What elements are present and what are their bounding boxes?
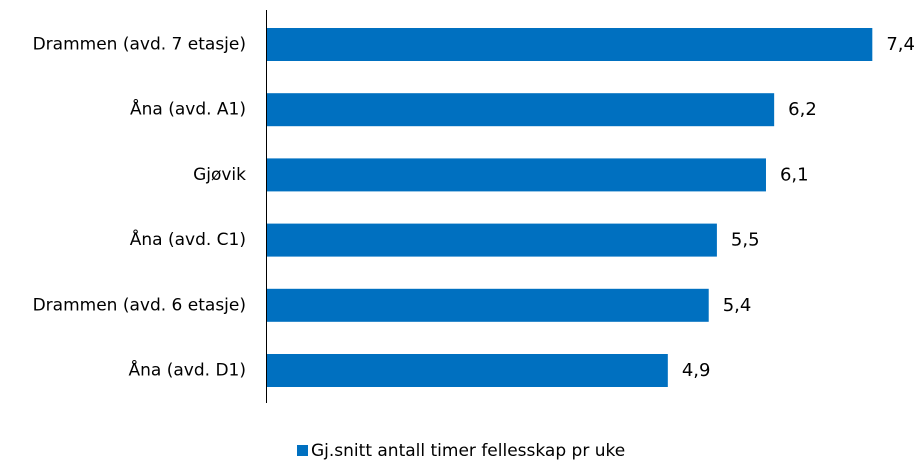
bar-0 <box>267 28 873 61</box>
value-label-4: 5,4 <box>723 295 752 316</box>
bars-group <box>267 28 873 387</box>
value-label-0: 7,4 <box>886 34 915 55</box>
category-label-5: Åna (avd. D1) <box>129 359 246 381</box>
bar-5 <box>267 354 668 387</box>
legend-label: Gj.snitt antall timer fellesskap pr uke <box>311 440 626 461</box>
category-label-4: Drammen (avd. 6 etasje) <box>33 295 246 315</box>
category-label-1: Åna (avd. A1) <box>130 98 246 120</box>
category-label-3: Åna (avd. C1) <box>130 228 246 250</box>
value-label-2: 6,1 <box>780 164 809 185</box>
category-label-2: Gjøvik <box>193 165 246 185</box>
value-labels: 7,4 6,2 6,1 5,5 5,4 4,9 <box>682 34 915 381</box>
legend-swatch <box>297 445 308 456</box>
category-labels: Drammen (avd. 7 etasje) Åna (avd. A1) Gjøv… <box>33 35 247 381</box>
bar-4 <box>267 288 709 322</box>
category-label-0: Drammen (avd. 7 etasje) <box>33 35 246 55</box>
bar-2 <box>267 158 766 192</box>
value-label-1: 6,2 <box>788 99 817 120</box>
bar-3 <box>267 223 717 257</box>
legend: Gj.snitt antall timer fellesskap pr uke <box>297 440 625 461</box>
bar-1 <box>267 93 775 127</box>
value-label-3: 5,5 <box>731 230 760 251</box>
value-label-5: 4,9 <box>682 360 711 381</box>
